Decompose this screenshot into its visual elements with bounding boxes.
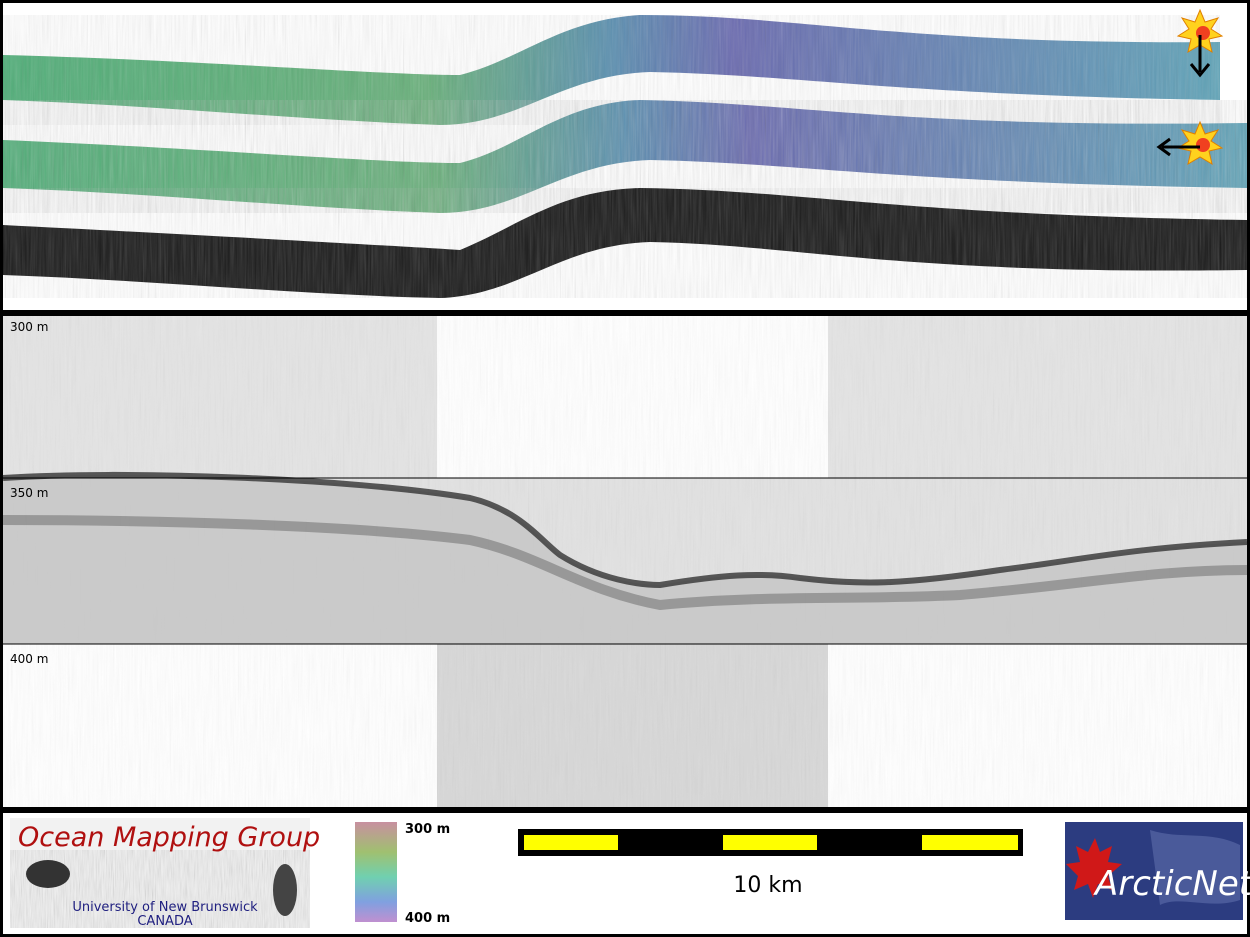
scale-bar — [518, 829, 1023, 856]
arcticnet-logo: ArcticNet — [1065, 822, 1250, 920]
logo-university: University of New Brunswick — [72, 900, 258, 915]
depth-label: 400 m — [10, 652, 48, 666]
profile-data — [2, 316, 1248, 807]
swath-texture — [3, 15, 1220, 125]
logo-title: Ocean Mapping Group — [18, 822, 320, 853]
sun-icon — [1176, 8, 1224, 78]
colorbar-label: 300 m — [405, 822, 450, 837]
sun-icon — [1156, 120, 1224, 166]
swath-texture — [3, 188, 1247, 298]
colorbar-label: 400 m — [405, 911, 450, 926]
swaths — [3, 15, 1247, 298]
scale-label: 10 km — [733, 873, 802, 898]
logo-country: CANADA — [137, 914, 192, 929]
partner-name: ArcticNet — [1093, 864, 1250, 904]
swath-texture — [3, 100, 1247, 213]
colorbar — [355, 822, 397, 922]
omg-logo: Ocean Mapping Group University of New Br… — [10, 818, 320, 929]
depth-label: 350 m — [10, 486, 48, 500]
depth-label: 300 m — [10, 320, 48, 334]
